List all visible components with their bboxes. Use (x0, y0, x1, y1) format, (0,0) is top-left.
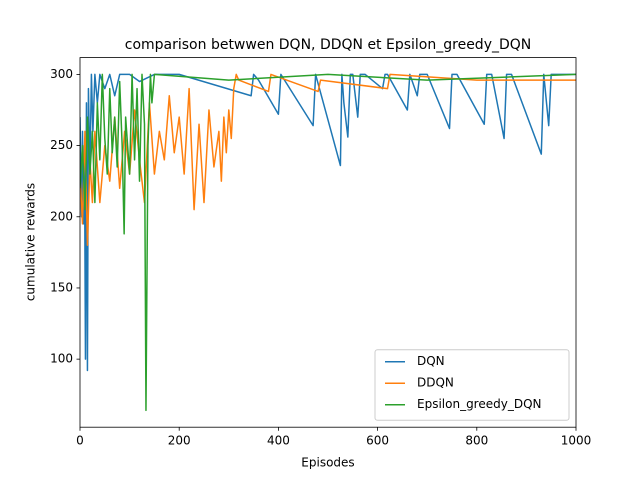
legend-label: Epsilon_greedy_DQN (417, 397, 542, 411)
axes-frame (79, 57, 577, 428)
x-tick-label: 600 (366, 434, 389, 448)
line-series (80, 73, 576, 412)
y-axis-label: cumulative rewards (24, 183, 38, 301)
legend-label: DDQN (417, 376, 454, 390)
y-tick-label: 250 (50, 138, 73, 152)
chart-title: comparison betwwen DQN, DDQN et Epsilon_… (125, 37, 532, 53)
y-tick-label: 200 (50, 209, 73, 223)
x-tick-label: 0 (76, 434, 84, 448)
y-tick-label: 100 (50, 352, 73, 366)
x-tick-label: 1000 (561, 434, 592, 448)
y-tick-label: 150 (50, 280, 73, 294)
x-tick-label: 400 (267, 434, 290, 448)
legend-label: DQN (417, 354, 445, 368)
line-series (80, 73, 576, 372)
y-tick-label: 300 (50, 67, 73, 81)
x-tick-label: 200 (168, 434, 191, 448)
legend-box (374, 349, 570, 421)
line-series (80, 73, 576, 246)
x-axis-label: Episodes (301, 456, 354, 470)
x-tick-label: 800 (465, 434, 488, 448)
